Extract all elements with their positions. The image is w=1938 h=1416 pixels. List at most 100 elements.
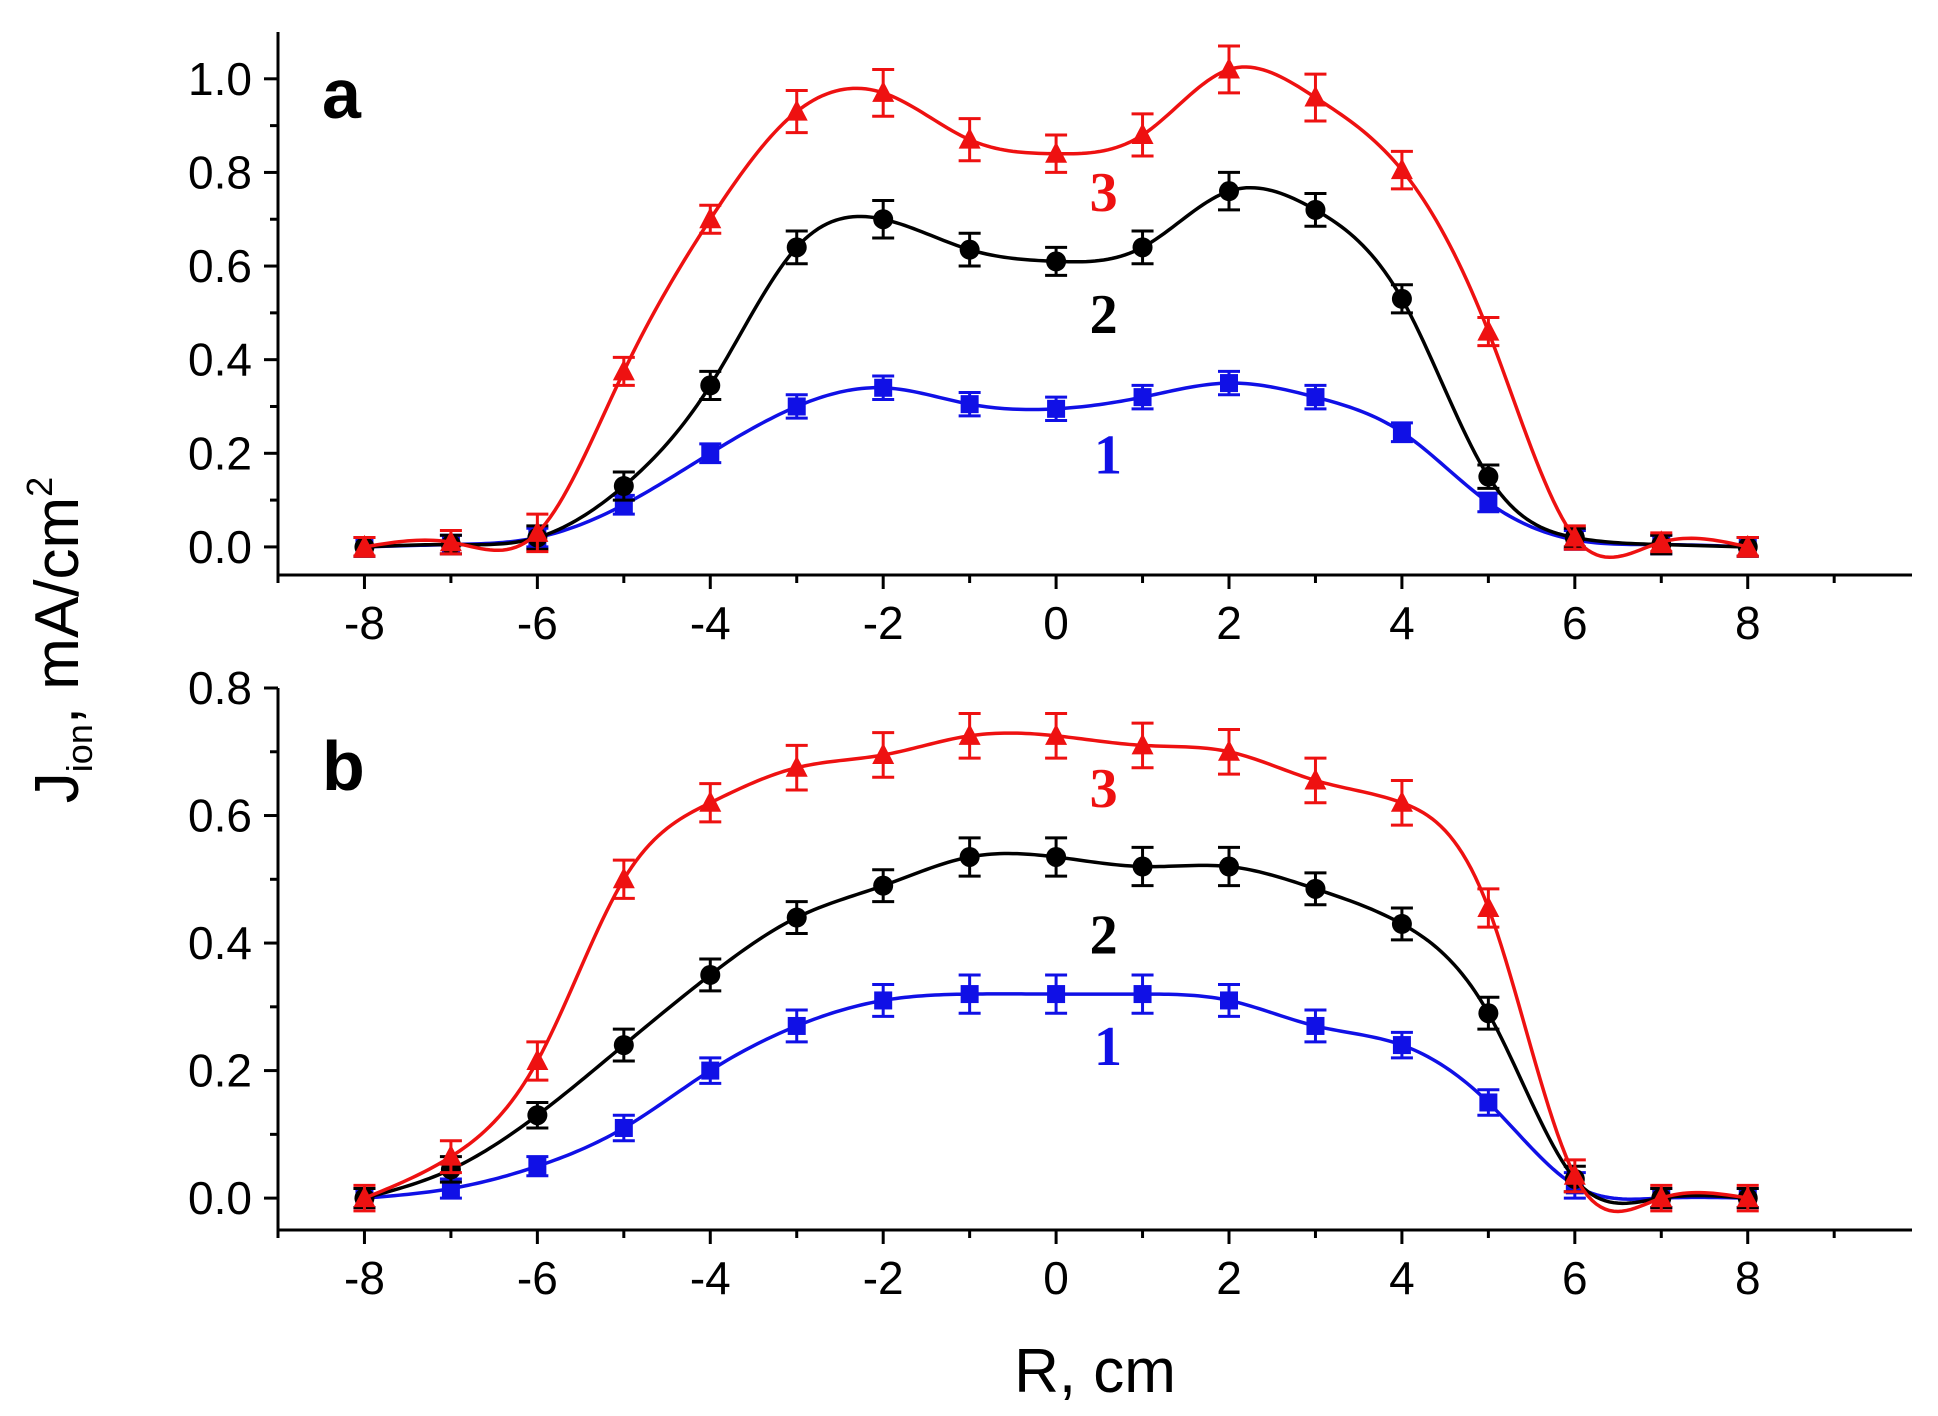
- y-tick-label: 0.4: [188, 334, 252, 386]
- data-point: [1392, 423, 1411, 442]
- data-point: [699, 207, 722, 229]
- x-tick-label: -2: [863, 597, 904, 649]
- y-tick-label: 0.8: [188, 146, 252, 198]
- curve-label-1: 1: [1094, 424, 1122, 486]
- data-point: [1218, 739, 1241, 761]
- data-point: [1047, 985, 1066, 1004]
- series-line-1: [364, 992, 1748, 1201]
- data-point: [1478, 466, 1499, 487]
- data-point: [1219, 181, 1240, 202]
- data-point: [1736, 1186, 1759, 1208]
- y-tick-label: 0.8: [188, 662, 252, 714]
- data-point: [1045, 723, 1068, 745]
- series-2: 2: [353, 170, 1759, 558]
- curve-label-2: 2: [1090, 904, 1118, 966]
- data-point: [785, 755, 808, 777]
- panel-label: b: [322, 727, 365, 805]
- x-tick-label: -6: [517, 597, 558, 649]
- x-tick-label: 6: [1562, 597, 1588, 649]
- data-point: [1304, 85, 1327, 107]
- data-point: [441, 1179, 460, 1198]
- y-axis-title-sub: ion: [59, 724, 100, 772]
- data-point: [873, 209, 894, 230]
- x-tick-label: -4: [690, 597, 731, 649]
- data-point: [1047, 399, 1066, 418]
- data-point: [1736, 534, 1759, 556]
- data-point: [353, 534, 376, 556]
- panel-b: 0.0 0.2 0.4 0.6 0.8 -8 -6 -4 -2 0 2 4 6 8 b 1 2 3: [188, 662, 1912, 1304]
- data-point: [353, 1186, 376, 1208]
- x-tick-label: 8: [1735, 1252, 1761, 1304]
- data-point: [439, 1144, 462, 1166]
- data-point: [1650, 1186, 1673, 1208]
- x-tick-label: -8: [344, 1252, 385, 1304]
- x-tick-label: 8: [1735, 597, 1761, 649]
- curve-label-3: 3: [1090, 758, 1118, 820]
- data-point: [701, 1061, 720, 1080]
- data-point: [1650, 530, 1673, 552]
- x-tick-label: 2: [1216, 1252, 1242, 1304]
- data-point: [1218, 57, 1241, 79]
- data-point: [1479, 493, 1498, 512]
- x-tick-label: 4: [1389, 1252, 1415, 1304]
- data-point: [1219, 856, 1240, 877]
- data-point: [1392, 1036, 1411, 1055]
- data-point: [787, 397, 806, 416]
- panel-label: a: [322, 55, 362, 133]
- x-tick-label: -6: [517, 1252, 558, 1304]
- data-point: [527, 1105, 548, 1126]
- data-point: [1306, 1016, 1325, 1035]
- data-point: [872, 742, 895, 764]
- data-point: [1390, 158, 1413, 180]
- series-3: 3: [353, 712, 1759, 1214]
- series-line-3: [363, 731, 1749, 1214]
- y-tick-label: 0.6: [188, 240, 252, 292]
- data-point: [1045, 141, 1068, 163]
- data-point: [1133, 985, 1152, 1004]
- series-1: 1: [353, 973, 1759, 1210]
- data-point: [1305, 878, 1326, 899]
- data-point: [528, 1157, 547, 1176]
- data-point: [1563, 1163, 1586, 1185]
- curve-label-2: 2: [1090, 284, 1118, 346]
- data-point: [1478, 1003, 1499, 1024]
- y-tick-label: 0.2: [188, 1045, 252, 1097]
- x-tick-label: -2: [863, 1252, 904, 1304]
- data-point: [700, 964, 721, 985]
- series-3: 3: [353, 44, 1759, 560]
- data-point: [699, 790, 722, 812]
- y-axis-title: Jion, mA/cm2: [19, 477, 100, 803]
- data-point: [1304, 768, 1327, 790]
- data-point: [786, 237, 807, 258]
- data-point: [1306, 388, 1325, 407]
- y-tick-label: 0.0: [188, 1172, 252, 1224]
- data-point: [1131, 733, 1154, 755]
- series-line-2: [364, 851, 1748, 1206]
- data-point: [1390, 790, 1413, 812]
- data-point: [1305, 199, 1326, 220]
- data-point: [1131, 122, 1154, 144]
- data-point: [701, 444, 720, 463]
- y-tick-label: 0.2: [188, 427, 252, 479]
- curve-label-3: 3: [1090, 162, 1118, 224]
- data-point: [873, 875, 894, 896]
- panel-a: 0.0 0.2 0.4 0.6 0.8 1.0 -8 -6 -4 -2 0 2 4 6 8 a 1 2 3: [188, 32, 1912, 649]
- y-axis-title-main: J: [23, 772, 92, 803]
- data-point: [1046, 846, 1067, 867]
- data-point: [958, 723, 981, 745]
- data-point: [612, 359, 635, 381]
- y-tick-label: 1.0: [188, 53, 252, 105]
- data-point: [787, 1016, 806, 1035]
- data-point: [872, 80, 895, 102]
- data-point: [1132, 856, 1153, 877]
- data-point: [960, 985, 979, 1004]
- y-axis-title-after: , mA/cm: [23, 497, 92, 724]
- data-point: [1391, 913, 1412, 934]
- data-point: [874, 991, 893, 1010]
- y-axis-title-sup: 2: [19, 477, 60, 497]
- x-tick-label: 0: [1043, 1252, 1069, 1304]
- data-point: [613, 1035, 634, 1056]
- data-point: [1132, 237, 1153, 258]
- y-tick-label: 0.6: [188, 790, 252, 842]
